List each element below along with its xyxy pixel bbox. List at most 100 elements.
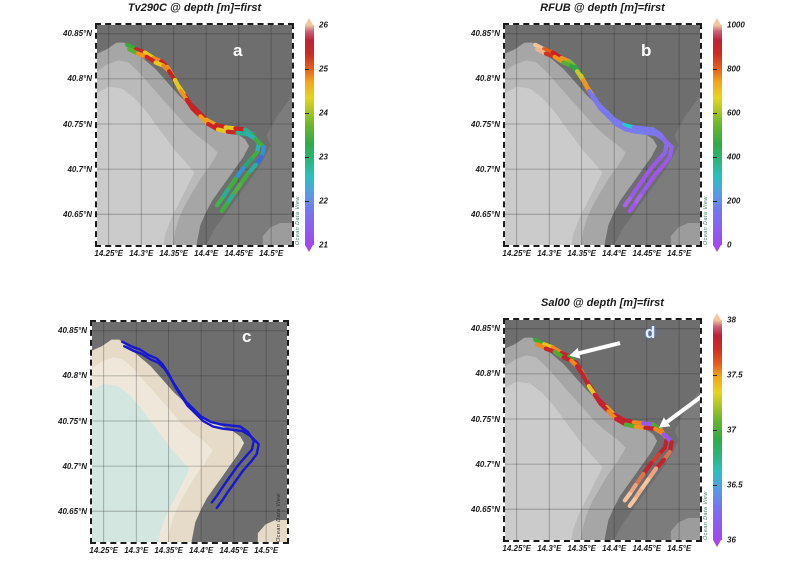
colorbar-tick-mark (713, 157, 717, 158)
colorbar-tick-label: 600 (727, 108, 741, 118)
colorbar-tick-label: 37.5 (727, 370, 743, 380)
colorbar-tick-mark (713, 430, 717, 431)
colorbar-tick-mark (305, 69, 309, 70)
colorbar-tick-label: 36.5 (727, 480, 743, 490)
track-segment (627, 497, 637, 508)
y-tick-label: 40.7°N (67, 164, 92, 174)
colorbar-tick-label: 800 (727, 64, 741, 74)
colorbar-top-cap (305, 18, 313, 25)
colorbar-tick-label: 36 (727, 535, 736, 545)
colorbar-tick-label: 21 (319, 240, 328, 250)
y-tick-label: 40.75°N (58, 416, 87, 426)
odv-watermark: Ocean Data View (276, 493, 282, 542)
colorbar-tick-mark (713, 485, 717, 486)
colorbar-bottom-cap (713, 540, 721, 547)
x-tick-label: 14.25°E (502, 544, 531, 553)
panel-d-letter: d (645, 323, 656, 342)
x-tick-label: 14.5°E (259, 249, 284, 258)
panel-d: Sal00 @ depth [m]=first 40.85°N 40.8°N 40.… (450, 297, 800, 567)
odv-watermark: Ocean Data View (703, 491, 709, 540)
panel-b-colorbar (713, 18, 722, 252)
track-segment (238, 171, 251, 187)
colorbar-tick-label: 200 (727, 196, 741, 206)
panel-d-x-axis: 14.25°E 14.3°E 14.35°E 14.4°E 14.45°E 14.5°E (502, 544, 700, 556)
x-tick-label: 14.4°E (602, 249, 627, 258)
x-tick-label: 14.25°E (89, 546, 118, 555)
x-tick-label: 14.35°E (567, 544, 596, 553)
x-tick-label: 14.45°E (632, 249, 662, 258)
panel-b-letter: b (641, 41, 652, 60)
panel-b-x-axis: 14.25°E 14.3°E 14.35°E 14.4°E 14.45°E 14.5°E (502, 249, 700, 261)
x-tick-label: 14.4°E (602, 544, 627, 553)
colorbar-tick-label: 37 (727, 425, 736, 435)
panel-b: RFUB @ depth [m]=first 40.85°N 40.8°N 40.7… (450, 2, 800, 272)
map-canvas-d (505, 320, 717, 540)
y-tick-label: 40.85°N (58, 326, 87, 336)
x-tick-label: 14.3°E (129, 249, 154, 258)
x-tick-label: 14.4°E (189, 546, 214, 555)
track-segment (219, 202, 229, 213)
y-tick-label: 40.65°N (58, 506, 87, 516)
corner-patch (262, 223, 292, 245)
track-segment (233, 165, 246, 182)
panel-d-map (503, 318, 717, 542)
colorbar-tick-mark (713, 375, 717, 376)
track-segment (225, 176, 238, 193)
panel-c-letter: c (242, 327, 252, 346)
sea-shelf (614, 95, 700, 246)
land-inner (92, 383, 190, 542)
y-tick-label: 40.8°N (67, 74, 92, 84)
y-tick-label: 40.75°N (63, 119, 92, 129)
y-tick-label: 40.8°N (475, 369, 500, 379)
panel-a-title: Tv290C @ depth [m]=first (127, 2, 262, 14)
x-tick-label: 14.3°E (537, 544, 562, 553)
track-segment (638, 182, 651, 198)
corner-patch (670, 223, 700, 245)
corner-patch (670, 518, 700, 540)
sea-shelf (614, 390, 700, 540)
track-segment (641, 460, 654, 477)
x-tick-label: 14.45°E (219, 546, 249, 555)
odv-watermark: Ocean Data View (703, 196, 709, 245)
panel-a-colorbar (305, 18, 314, 252)
colorbar-bottom-cap (713, 245, 721, 252)
map-canvas-a (97, 25, 292, 246)
annotation-arrow-shaft (665, 384, 717, 424)
annotation-arrow-head (659, 417, 671, 428)
colorbar-bottom-cap (305, 245, 313, 252)
y-tick-label: 40.65°N (471, 209, 500, 219)
x-tick-label: 14.25°E (94, 249, 123, 258)
land-inner (97, 86, 195, 245)
y-tick-label: 40.7°N (475, 459, 500, 469)
x-tick-label: 14.4°E (194, 249, 219, 258)
annotation-arrow-head (569, 347, 581, 359)
x-tick-label: 14.5°E (667, 544, 692, 553)
y-tick-label: 40.7°N (475, 164, 500, 174)
x-tick-label: 14.45°E (224, 249, 254, 258)
panel-a-x-axis: 14.25°E 14.3°E 14.35°E 14.4°E 14.45°E 14.5°E (94, 249, 292, 261)
panel-a-letter: a (233, 41, 243, 60)
track-segment (622, 491, 632, 503)
x-tick-label: 14.25°E (502, 249, 531, 258)
x-tick-label: 14.35°E (567, 249, 596, 258)
panel-d-colorbar (713, 313, 722, 547)
y-tick-label: 40.75°N (471, 414, 500, 424)
colorbar-tick-mark (713, 69, 717, 70)
land-inner (505, 86, 603, 245)
y-tick-label: 40.65°N (471, 504, 500, 514)
colorbar-tick-label: 24 (319, 108, 328, 118)
x-tick-label: 14.5°E (667, 249, 692, 258)
land-inner (505, 381, 603, 540)
y-tick-label: 40.85°N (471, 29, 500, 39)
ship-track-line (121, 340, 256, 504)
y-tick-label: 40.65°N (63, 209, 92, 219)
y-tick-label: 40.7°N (62, 461, 87, 471)
panel-b-map (503, 23, 702, 247)
track-segment (627, 202, 637, 213)
colorbar-tick-mark (305, 201, 309, 202)
colorbar-tick-label: 23 (319, 152, 328, 162)
panel-a-map (95, 23, 294, 247)
track-segment (646, 171, 659, 187)
colorbar-tick-label: 26 (319, 20, 328, 30)
colorbar-tick-mark (305, 113, 309, 114)
